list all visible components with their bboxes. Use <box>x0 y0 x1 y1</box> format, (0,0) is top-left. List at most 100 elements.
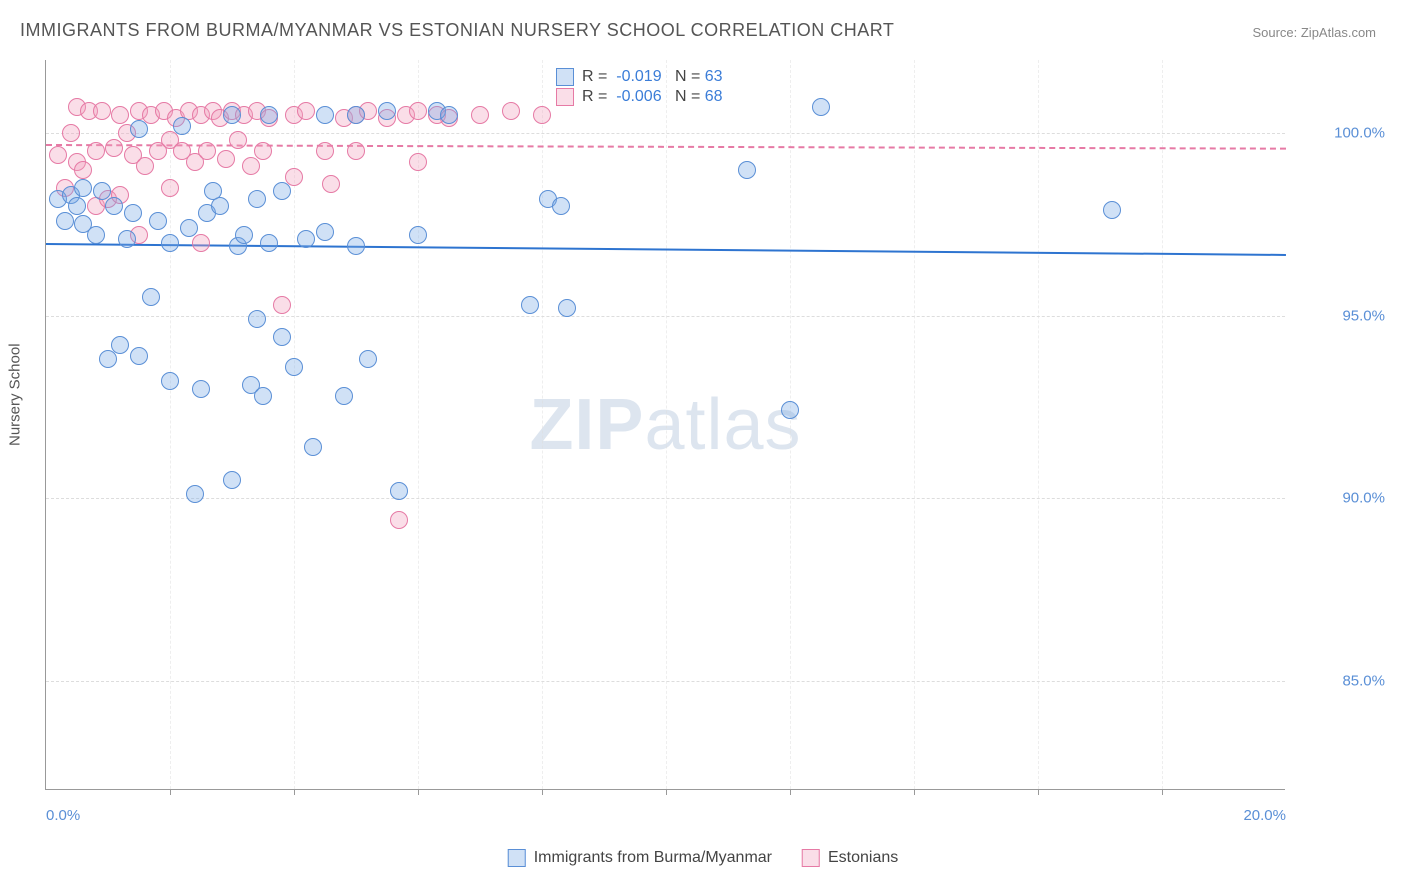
scatter-point-a <box>87 226 105 244</box>
gridline-v <box>666 60 667 789</box>
scatter-point-a <box>161 372 179 390</box>
x-tick-minor <box>914 789 915 795</box>
scatter-point-b <box>74 161 92 179</box>
scatter-point-a <box>781 401 799 419</box>
scatter-point-b <box>242 157 260 175</box>
scatter-point-b <box>87 142 105 160</box>
watermark-bold: ZIP <box>529 385 644 465</box>
scatter-point-a <box>812 98 830 116</box>
scatter-point-b <box>285 168 303 186</box>
scatter-point-a <box>347 237 365 255</box>
scatter-point-a <box>738 161 756 179</box>
scatter-point-a <box>390 482 408 500</box>
scatter-point-b <box>105 139 123 157</box>
scatter-point-a <box>440 106 458 124</box>
scatter-point-a <box>186 485 204 503</box>
x-tick-minor <box>666 789 667 795</box>
gridline-v <box>1162 60 1163 789</box>
x-tick-minor <box>542 789 543 795</box>
series-legend-label: Estonians <box>828 849 898 867</box>
y-tick-label: 90.0% <box>1295 490 1385 507</box>
scatter-point-b <box>161 179 179 197</box>
scatter-point-a <box>161 234 179 252</box>
scatter-point-a <box>142 288 160 306</box>
correlation-legend-text: R = -0.006 N = 68 <box>582 88 723 106</box>
scatter-point-a <box>149 212 167 230</box>
scatter-point-a <box>260 106 278 124</box>
gridline-v <box>542 60 543 789</box>
series-legend-label: Immigrants from Burma/Myanmar <box>534 849 772 867</box>
legend-swatch <box>802 849 820 867</box>
correlation-legend-row: R = -0.019 N = 63 <box>556 68 723 86</box>
scatter-point-a <box>223 106 241 124</box>
scatter-point-b <box>111 106 129 124</box>
plot-area: ZIPatlas R = -0.019 N = 63 R = -0.006 N =… <box>45 60 1285 790</box>
x-tick-minor <box>418 789 419 795</box>
x-tick-minor <box>1038 789 1039 795</box>
scatter-point-b <box>62 124 80 142</box>
scatter-point-a <box>316 223 334 241</box>
scatter-point-b <box>192 234 210 252</box>
scatter-point-a <box>316 106 334 124</box>
scatter-point-b <box>229 131 247 149</box>
scatter-point-a <box>378 102 396 120</box>
correlation-legend-row: R = -0.006 N = 68 <box>556 88 723 106</box>
scatter-point-a <box>273 182 291 200</box>
scatter-point-b <box>390 511 408 529</box>
scatter-point-a <box>248 190 266 208</box>
correlation-legend: R = -0.019 N = 63 R = -0.006 N = 68 <box>546 60 733 114</box>
scatter-point-b <box>254 142 272 160</box>
y-tick-label: 95.0% <box>1295 307 1385 324</box>
scatter-point-a <box>56 212 74 230</box>
scatter-point-a <box>409 226 427 244</box>
scatter-point-b <box>322 175 340 193</box>
scatter-point-a <box>130 347 148 365</box>
series-legend: Immigrants from Burma/Myanmar Estonians <box>508 849 899 867</box>
scatter-point-a <box>111 336 129 354</box>
scatter-point-b <box>409 153 427 171</box>
scatter-point-a <box>273 328 291 346</box>
scatter-point-b <box>217 150 235 168</box>
chart-title: IMMIGRANTS FROM BURMA/MYANMAR VS ESTONIA… <box>20 20 894 41</box>
x-tick-label: 20.0% <box>1243 807 1286 824</box>
scatter-point-a <box>558 299 576 317</box>
source-label: Source: ZipAtlas.com <box>1252 25 1376 40</box>
legend-swatch <box>556 88 574 106</box>
series-legend-item: Immigrants from Burma/Myanmar <box>508 849 772 867</box>
scatter-point-a <box>105 197 123 215</box>
scatter-point-b <box>316 142 334 160</box>
gridline-v <box>170 60 171 789</box>
scatter-point-b <box>409 102 427 120</box>
scatter-point-a <box>260 234 278 252</box>
scatter-point-a <box>130 120 148 138</box>
scatter-point-a <box>223 471 241 489</box>
scatter-point-a <box>248 310 266 328</box>
gridline-v <box>790 60 791 789</box>
x-tick-minor <box>790 789 791 795</box>
series-legend-item: Estonians <box>802 849 898 867</box>
scatter-point-a <box>74 179 92 197</box>
scatter-point-b <box>136 157 154 175</box>
gridline-v <box>1038 60 1039 789</box>
scatter-point-a <box>254 387 272 405</box>
correlation-legend-text: R = -0.019 N = 63 <box>582 68 723 86</box>
scatter-point-a <box>297 230 315 248</box>
scatter-point-b <box>471 106 489 124</box>
x-tick-label: 0.0% <box>46 807 80 824</box>
scatter-point-a <box>1103 201 1121 219</box>
scatter-point-b <box>49 146 67 164</box>
y-axis-title: Nursery School <box>7 343 24 446</box>
watermark-light: atlas <box>644 385 801 465</box>
scatter-point-a <box>359 350 377 368</box>
scatter-point-a <box>124 204 142 222</box>
scatter-point-b <box>198 142 216 160</box>
scatter-point-b <box>502 102 520 120</box>
scatter-point-a <box>99 350 117 368</box>
scatter-point-b <box>297 102 315 120</box>
scatter-point-b <box>347 142 365 160</box>
scatter-point-a <box>180 219 198 237</box>
x-tick-minor <box>1162 789 1163 795</box>
scatter-point-a <box>552 197 570 215</box>
x-tick-minor <box>170 789 171 795</box>
scatter-point-a <box>118 230 136 248</box>
